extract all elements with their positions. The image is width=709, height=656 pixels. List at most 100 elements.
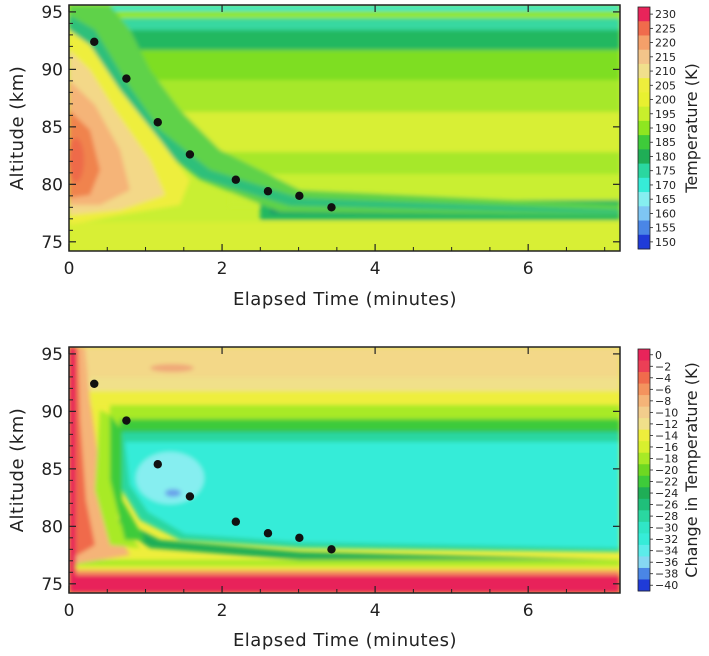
change-colorbar-swatch <box>638 510 650 523</box>
temperature-colorbar-tick-label: 220 <box>655 37 676 50</box>
change-colorbar-tick-label: −20 <box>655 464 678 477</box>
temperature-point-2 <box>122 74 131 83</box>
change-x-ticks: 0 2 4 6 <box>64 347 606 621</box>
change-colorbar-tick-label: −4 <box>655 372 671 385</box>
change-colorbar-swatch <box>638 567 650 580</box>
temperature-point-5 <box>231 175 241 184</box>
change-colorbar-tick-label: 0 <box>655 349 662 362</box>
change-y-ticks: 75 80 85 90 95 <box>41 345 620 595</box>
change-colorbar-tick-label: −12 <box>655 418 678 431</box>
change-colorbar-tick-label: −10 <box>655 406 678 419</box>
change-colorbar-swatch <box>638 372 650 384</box>
temperature-colorbar-swatch <box>638 120 650 136</box>
temperature-x-axis-label: Elapsed Time (minutes) <box>233 289 457 310</box>
temperature-colorbar-tick-label: 230 <box>655 8 676 21</box>
temperature-colorbar-tick-label: 215 <box>655 51 676 64</box>
temperature-colorbar-tick-label: 170 <box>655 179 676 192</box>
change-colorbar-tick-label: −34 <box>655 545 678 558</box>
change-point-2 <box>122 416 131 425</box>
temperature-x-tick-label: 6 <box>523 259 534 279</box>
change-data-points <box>90 379 336 554</box>
temperature-x-tick-label: 0 <box>64 259 75 279</box>
temperature-colorbar-swatch <box>638 63 650 79</box>
change-x-tick-label: 6 <box>523 601 534 621</box>
change-x-tick-label: 0 <box>64 601 75 621</box>
change-y-tick-label: 85 <box>41 460 63 480</box>
change-point-6 <box>263 529 273 538</box>
temperature-point-7 <box>295 191 304 201</box>
temperature-colorbar-tick-label: 180 <box>655 150 676 163</box>
change-colorbar-label: Change in Temperature (K) <box>682 362 701 577</box>
change-point-7 <box>295 533 304 543</box>
temperature-colorbar-swatch <box>638 149 650 164</box>
change-colorbar-swatch <box>638 579 650 592</box>
change-colorbar-tick-label: −40 <box>655 579 678 592</box>
temperature-colorbar-label: Temperature (K) <box>682 63 701 193</box>
temperature-y-axis-label: Altitude (km) <box>7 66 28 191</box>
temperature-x-tick-label: 2 <box>217 259 228 279</box>
change-colorbar-tick-label: −2 <box>655 360 671 373</box>
temperature-colorbar-swatch <box>638 192 650 207</box>
change-colorbar-tick-label: −36 <box>655 556 678 569</box>
temperature-point-3 <box>153 118 162 127</box>
temperature-point-8 <box>327 203 336 212</box>
change-colorbar-swatch <box>638 544 650 557</box>
temperature-y-tick-label: 85 <box>41 118 63 138</box>
temperature-colorbar: 2302252202152102052001951901851801751701… <box>637 6 676 250</box>
change-colorbar-swatch <box>638 464 650 477</box>
temperature-colorbar-tick-label: 205 <box>655 79 676 92</box>
temperature-colorbar-swatch <box>638 206 650 221</box>
temperature-colorbar-swatch <box>638 106 650 122</box>
temperature-y-tick-label: 75 <box>41 233 63 253</box>
change-colorbar-swatch <box>638 487 650 500</box>
temperature-colorbar-swatch <box>638 92 650 108</box>
temperature-y-tick-label: 80 <box>41 175 63 195</box>
temperature-colorbar-swatch <box>638 78 650 93</box>
temperature-colorbar-tick-label: 200 <box>655 94 676 107</box>
temperature-point-6 <box>263 187 273 196</box>
temperature-colorbar-swatch <box>638 234 650 250</box>
change-colorbar-tick-label: −38 <box>655 568 678 581</box>
change-y-tick-label: 80 <box>41 517 63 537</box>
change-colorbar-swatch <box>638 406 650 419</box>
temperature-colorbar-tick-label: 165 <box>655 193 676 206</box>
temperature-point-4 <box>185 150 195 159</box>
change-colorbar-tick-label: −26 <box>655 499 678 512</box>
temperature-colorbar-swatch <box>638 177 650 193</box>
temperature-point-1 <box>90 37 99 46</box>
change-colorbar-swatch <box>638 533 650 546</box>
change-plot-frame <box>68 346 621 594</box>
panel-change-in-temperature: 0 2 4 6 75 80 85 90 95 Elapsed Time (minutes) A… <box>7 345 701 651</box>
temperature-data-points <box>90 37 336 212</box>
temperature-colorbar-swatch <box>638 163 650 179</box>
change-colorbar-swatch <box>638 383 650 396</box>
change-colorbar-tick-label: −22 <box>655 476 678 489</box>
temperature-colorbar-tick-label: 155 <box>655 222 676 235</box>
change-colorbar-tick-label: −32 <box>655 533 678 546</box>
change-y-tick-label: 95 <box>41 345 63 365</box>
temperature-colorbar-tick-label: 190 <box>655 122 676 135</box>
change-x-axis-label: Elapsed Time (minutes) <box>233 630 457 651</box>
change-x-tick-label: 4 <box>370 601 381 621</box>
panel-temperature: 0 2 4 6 75 80 85 90 95 Elapsed Time (minutes) A… <box>7 3 701 310</box>
change-x-tick-label: 2 <box>217 601 228 621</box>
change-colorbar-swatch <box>638 395 650 408</box>
change-colorbar-swatch <box>638 349 650 361</box>
change-point-3 <box>153 460 162 469</box>
temperature-y-tick-label: 95 <box>41 3 63 23</box>
change-y-axis-label: Altitude (km) <box>7 408 28 533</box>
temperature-colorbar-swatch <box>638 220 650 236</box>
temperature-colorbar-swatch <box>638 21 650 36</box>
temperature-colorbar-swatch <box>638 35 650 51</box>
change-colorbar-swatch <box>638 521 650 534</box>
change-colorbar-swatch <box>638 475 650 488</box>
change-y-tick-label: 90 <box>41 402 63 422</box>
temperature-x-tick-label: 4 <box>370 259 381 279</box>
change-colorbar-swatch <box>638 498 650 511</box>
temperature-colorbar-swatch <box>638 7 650 22</box>
change-colorbar-swatch <box>638 418 650 431</box>
change-colorbar-swatch <box>638 452 650 465</box>
temperature-colorbar-tick-label: 210 <box>655 65 676 78</box>
temperature-plot-frame <box>68 4 621 252</box>
